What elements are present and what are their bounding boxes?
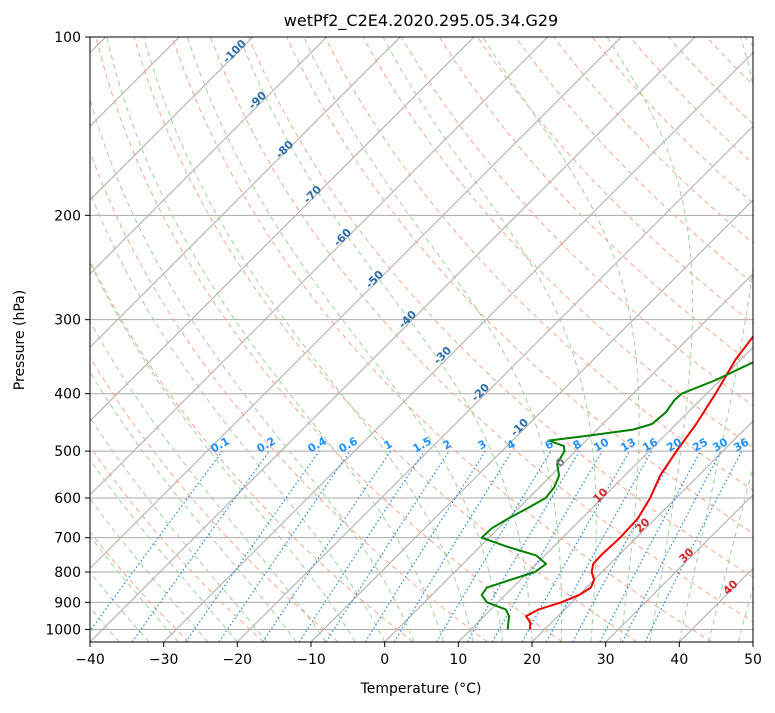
moist-adiabat-line (188, 37, 503, 642)
mixing-ratio-line (365, 451, 485, 642)
isotherm-line (0, 37, 474, 642)
isotherm-line (679, 37, 775, 642)
mixing-ratio-label: 0.1 (209, 434, 232, 455)
y-tick-label: 700 (54, 531, 81, 547)
isotherm-line (0, 37, 400, 642)
mixing-ratio-line (468, 451, 580, 642)
y-tick-label: 400 (54, 387, 81, 403)
dry-adiabat-line (134, 37, 637, 642)
moist-adiabat-label: 10 (591, 485, 611, 505)
mixing-ratio-label: 3 (476, 437, 489, 452)
y-axis-label: Pressure (hPa) (12, 290, 28, 390)
x-tick-label: 40 (670, 652, 688, 668)
moist-adiabat-line (0, 37, 208, 642)
isotherm-line (0, 37, 253, 642)
y-tick-label: 100 (54, 30, 81, 46)
moist-adiabat-line (738, 37, 775, 642)
y-tick-label: 200 (54, 208, 81, 224)
x-tick-label: 0 (380, 652, 389, 668)
moist-adiabat-lines (0, 37, 775, 642)
dry-adiabat-line (516, 37, 775, 642)
y-tick-label: 300 (54, 313, 81, 329)
mixing-ratio-line (546, 451, 651, 642)
mixing-ratio-label: 0.4 (306, 434, 330, 455)
mixing-ratio-label: 1.5 (411, 434, 434, 455)
isotherm-line (532, 37, 775, 642)
dry-adiabat-label: -50 (363, 268, 386, 291)
moist-adiabat-line (240, 37, 532, 642)
isotherm-line (385, 37, 775, 642)
x-axis-label: Temperature (°C) (360, 681, 482, 697)
dry-adiabat-lines (0, 37, 775, 642)
x-tick-label: −40 (75, 652, 105, 668)
isobar-lines (90, 37, 753, 629)
y-tick-label: 900 (54, 595, 81, 611)
mixing-ratio-line (263, 451, 391, 642)
y-tick-label: 800 (54, 565, 81, 581)
dry-adiabat-label: -30 (431, 344, 454, 367)
isotherm-line (458, 37, 775, 642)
isotherm-line (0, 37, 327, 642)
dry-adiabat-label: -80 (273, 138, 296, 161)
isotherm-line (164, 37, 769, 642)
x-tick-label: 50 (744, 652, 762, 668)
moist-adiabat-line (768, 37, 775, 642)
dry-adiabat-line (0, 37, 264, 642)
dry-adiabat-line (0, 37, 338, 642)
temperature-profile (526, 37, 775, 629)
mixing-ratio-line (82, 451, 223, 642)
isotherm-line (16, 37, 621, 642)
mixing-ratio-label: 1 (382, 437, 395, 452)
mixing-ratio-line (522, 451, 629, 642)
isotherm-line (311, 37, 775, 642)
chart-title: wetPf2_C2E4.2020.295.05.34.G29 (284, 11, 558, 31)
y-tick-label: 1000 (45, 622, 81, 638)
x-tick-label: 30 (597, 652, 615, 668)
x-tick-label: 10 (449, 652, 467, 668)
moist-adiabat-label: 30 (677, 545, 697, 565)
isotherm-line (753, 37, 775, 642)
x-tick-label: 20 (523, 652, 541, 668)
isotherm-line (237, 37, 775, 642)
dry-adiabat-line (20, 37, 413, 642)
moist-adiabat-line (607, 37, 693, 642)
dry-adiabat-label: -90 (246, 89, 269, 112)
dry-adiabat-line (745, 37, 775, 642)
dry-adiabat-label: -100 (220, 37, 249, 66)
dry-adiabat-label: -20 (469, 381, 492, 404)
y-tick-label: 500 (54, 444, 81, 460)
mixing-ratio-line (326, 451, 449, 642)
dry-adiabat-label: -40 (396, 308, 419, 331)
isotherm-lines (0, 37, 775, 642)
mixing-ratio-line (436, 451, 551, 642)
dry-adiabat-label: -10 (508, 416, 531, 439)
x-tick-label: −20 (223, 652, 253, 668)
mixing-ratio-label: 0.2 (255, 434, 278, 455)
dry-adiabat-label: -60 (331, 226, 354, 249)
x-tick-label: −30 (149, 652, 179, 668)
dry-adiabat-line (707, 37, 775, 642)
mixing-ratio-lines (82, 451, 742, 642)
plot-frame (90, 37, 753, 642)
dry-adiabat-label: -70 (301, 183, 324, 206)
mixing-ratio-label: 2 (441, 437, 454, 452)
moist-adiabat-label: 20 (633, 515, 653, 535)
x-tick-label: −10 (296, 652, 326, 668)
moist-adiabat-line (22, 37, 355, 642)
mixing-ratio-label: 0.6 (337, 434, 361, 455)
dry-adiabat-line (58, 37, 488, 642)
y-tick-label: 600 (54, 491, 81, 507)
moist-adiabat-line (0, 37, 237, 642)
